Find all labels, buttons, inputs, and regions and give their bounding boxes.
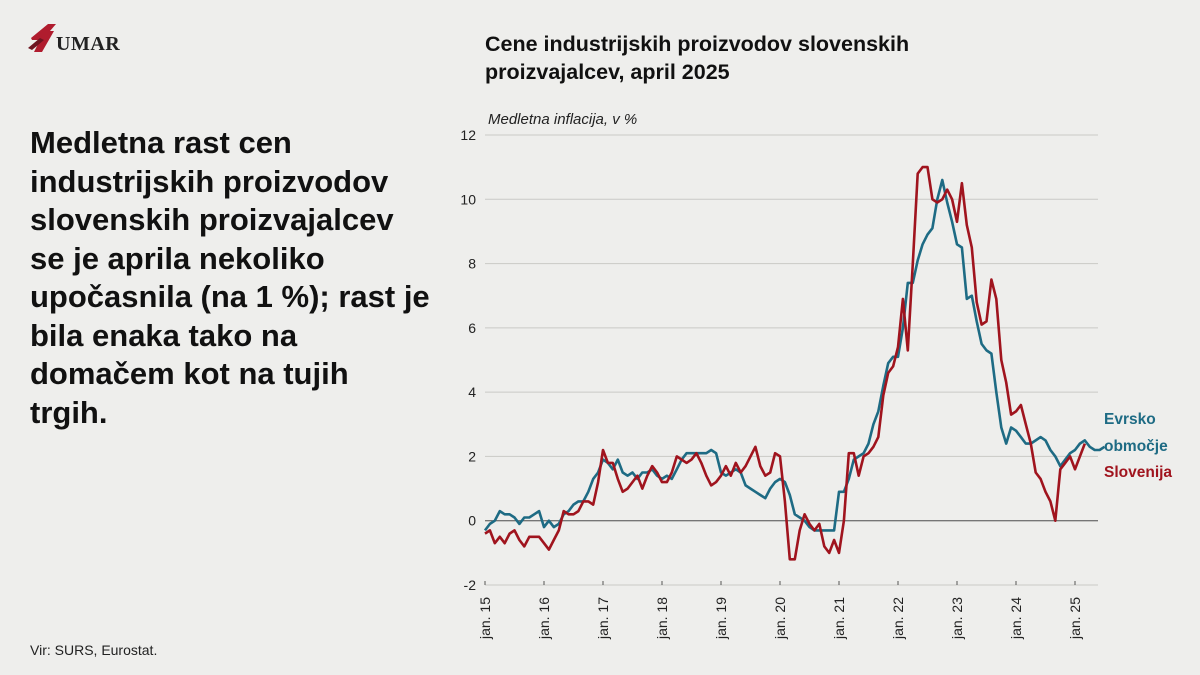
source-note: Vir: SURS, Eurostat.	[30, 642, 158, 658]
umar-logo	[28, 24, 56, 52]
x-tick-label: jan. 15	[477, 597, 493, 640]
y-tick-label: 2	[468, 448, 476, 464]
x-tick-label: jan. 24	[1008, 597, 1024, 640]
x-tick-label: jan. 16	[536, 597, 552, 640]
x-tick-label: jan. 19	[713, 597, 729, 640]
y-tick-label: 0	[468, 513, 476, 529]
legend-label-evrsko-obmocje: Evrsko	[1104, 411, 1156, 428]
series-line-slovenija	[484, 165, 1087, 561]
x-tick-label: jan. 20	[772, 597, 788, 640]
headline: Medletna rast cen industrijskih proizvod…	[30, 125, 430, 430]
chart-title: Cene industrijskih proizvodov slovenskih…	[485, 32, 910, 84]
y-tick-label: 10	[460, 191, 476, 207]
series-line-evrsko-obmocje	[483, 178, 1106, 532]
y-tick-label: 12	[460, 127, 476, 143]
y-tick-label: -2	[464, 577, 477, 593]
legend-label-evrsko-obmocje: območje	[1104, 438, 1168, 455]
x-tick-label: jan. 17	[595, 597, 611, 640]
legend-label-slovenija: Slovenija	[1104, 464, 1172, 481]
x-tick-label: jan. 21	[831, 597, 847, 640]
logo-text: UMAR	[56, 33, 121, 55]
y-tick-label: 6	[468, 320, 476, 336]
x-tick-label: jan. 18	[654, 597, 670, 640]
logo-mark-dark	[28, 38, 44, 50]
x-tick-label: jan. 23	[949, 597, 965, 640]
x-tick-label: jan. 25	[1067, 597, 1083, 640]
x-tick-label: jan. 22	[890, 597, 906, 640]
y-tick-label: 4	[468, 384, 476, 400]
y-tick-label: 8	[468, 256, 476, 272]
logo-mark-red	[31, 24, 56, 52]
y-axis-label: Medletna inflacija, v %	[488, 111, 637, 128]
